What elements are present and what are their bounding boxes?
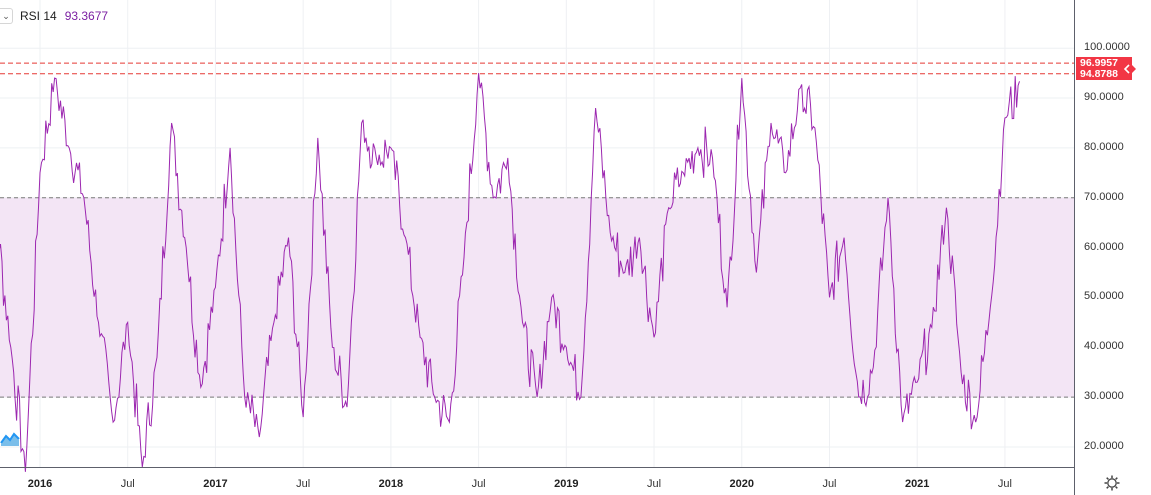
price-badge: 96.9957 bbox=[1076, 57, 1132, 70]
x-tick-label: 2019 bbox=[554, 478, 579, 490]
x-tick-label: Jul bbox=[120, 478, 135, 490]
indicator-value: 93.3677 bbox=[64, 9, 109, 23]
y-tick-label: 20.0000 bbox=[1084, 440, 1124, 452]
x-tick-label: 2021 bbox=[904, 478, 930, 490]
indicator-name: RSI 14 bbox=[20, 9, 57, 23]
scroll-to-realtime-icon[interactable] bbox=[1118, 60, 1136, 78]
x-tick-label: Jul bbox=[822, 478, 837, 490]
chart-logo-icon[interactable] bbox=[0, 428, 20, 448]
y-tick-label: 50.0000 bbox=[1084, 290, 1124, 303]
y-tick-label: 90.0000 bbox=[1084, 91, 1124, 104]
legend-collapse-button[interactable]: ⌄ bbox=[0, 8, 13, 24]
x-tick-label: Jul bbox=[296, 478, 311, 490]
x-tick-label: Jul bbox=[647, 478, 662, 490]
overbought-oversold-band bbox=[0, 197, 1074, 398]
y-tick-label: 100.0000 bbox=[1084, 41, 1130, 54]
y-tick-label: 70.0000 bbox=[1084, 190, 1124, 203]
indicator-legend: ⌄ RSI 14 93.3677 bbox=[0, 6, 108, 26]
x-tick-label: Jul bbox=[471, 478, 486, 490]
y-tick-label: 30.0000 bbox=[1084, 390, 1124, 403]
x-tick-label: 2016 bbox=[27, 478, 53, 490]
x-tick-label: 2017 bbox=[203, 478, 228, 490]
y-tick-label: 40.0000 bbox=[1084, 340, 1124, 353]
y-tick-label: 60.0000 bbox=[1084, 240, 1124, 253]
x-tick-label: 2018 bbox=[378, 478, 404, 490]
x-tick-label: Jul bbox=[997, 478, 1012, 490]
y-tick-label: 80.0000 bbox=[1084, 140, 1124, 153]
x-tick-label: 2020 bbox=[729, 478, 754, 490]
price-badge: 94.8788 bbox=[1076, 67, 1132, 80]
chevron-down-icon: ⌄ bbox=[2, 10, 10, 21]
rsi-series-line[interactable] bbox=[0, 73, 1020, 472]
price-level-lines bbox=[0, 62, 1074, 75]
gear-icon[interactable] bbox=[1103, 474, 1121, 492]
